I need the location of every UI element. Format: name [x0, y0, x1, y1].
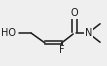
Text: N: N	[85, 28, 92, 38]
Text: HO: HO	[1, 28, 16, 38]
Text: O: O	[71, 8, 78, 18]
Text: F: F	[59, 45, 64, 55]
